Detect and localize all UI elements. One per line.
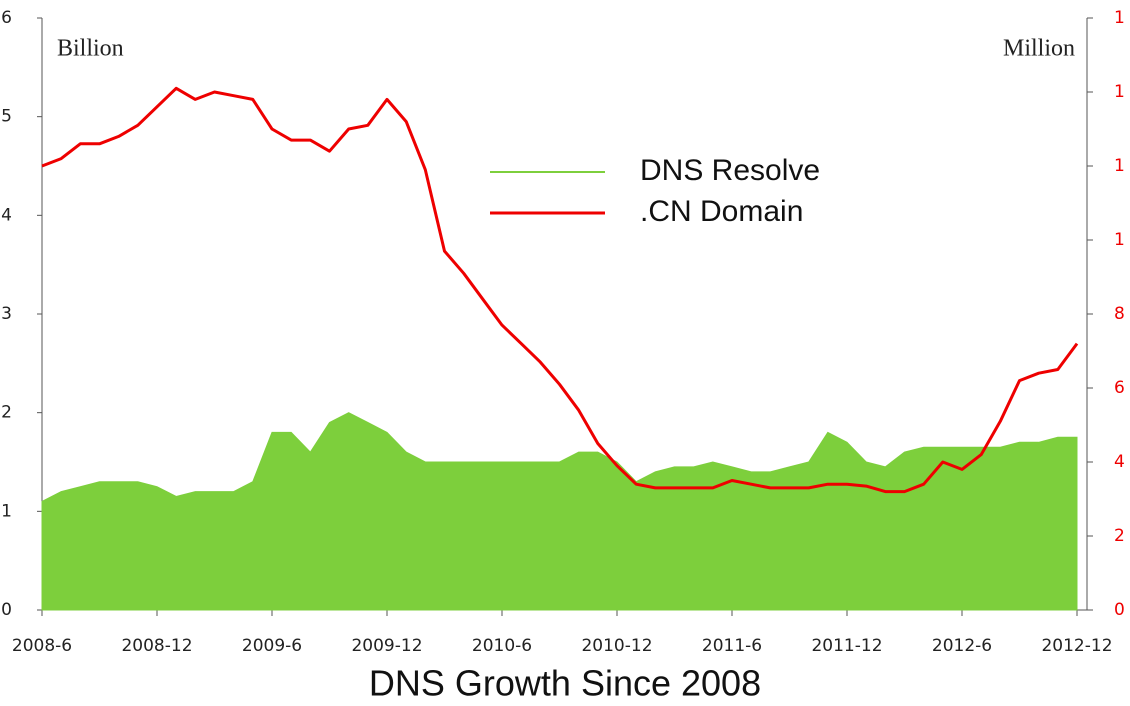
x-tick-label: 2011-6 (702, 636, 762, 656)
y-tick-label: 3 (1, 304, 12, 324)
legend-label: DNS Resolve (640, 154, 820, 187)
x-tick-label: 2010-6 (472, 636, 532, 656)
y-tick-label: 4 (1, 205, 12, 225)
y2-tick-label: 8 (1114, 304, 1125, 324)
y2-tick-label: 1 (1114, 230, 1125, 250)
x-tick-label: 2012-6 (932, 636, 992, 656)
y-tick-label: 1 (1, 501, 12, 521)
chart-title: DNS Growth Since 2008 (369, 663, 761, 704)
x-tick-label: 2012-12 (1041, 636, 1112, 656)
x-tick-label: 2010-12 (581, 636, 652, 656)
y-tick-label: 0 (1, 600, 12, 620)
y-tick-label: 2 (1, 403, 12, 423)
y2-tick-label: 1 (1114, 82, 1125, 102)
y2-tick-label: 1 (1114, 156, 1125, 176)
y2-unit: Million (1003, 36, 1075, 62)
line (41, 86, 1079, 494)
y-unit: Billion (57, 36, 124, 62)
x-tick-label: 2009-12 (351, 636, 422, 656)
y2-tick-label: 0 (1114, 600, 1125, 620)
area (41, 412, 1078, 611)
y2-tick-label: 6 (1114, 378, 1125, 398)
x-tick-label: 2008-12 (121, 636, 192, 656)
y2-tick-label: 4 (1114, 452, 1125, 472)
x-tick-label: 2009-6 (242, 636, 302, 656)
y-tick-label: 5 (1, 107, 12, 127)
y2-tick-label: 2 (1114, 526, 1125, 546)
y2-tick-label: 1 (1114, 8, 1125, 28)
x-tick-label: 2008-6 (12, 636, 72, 656)
x-tick-label: 2011-12 (811, 636, 882, 656)
y-tick-label: 6 (1, 8, 12, 28)
legend-label: .CN Domain (640, 195, 803, 228)
